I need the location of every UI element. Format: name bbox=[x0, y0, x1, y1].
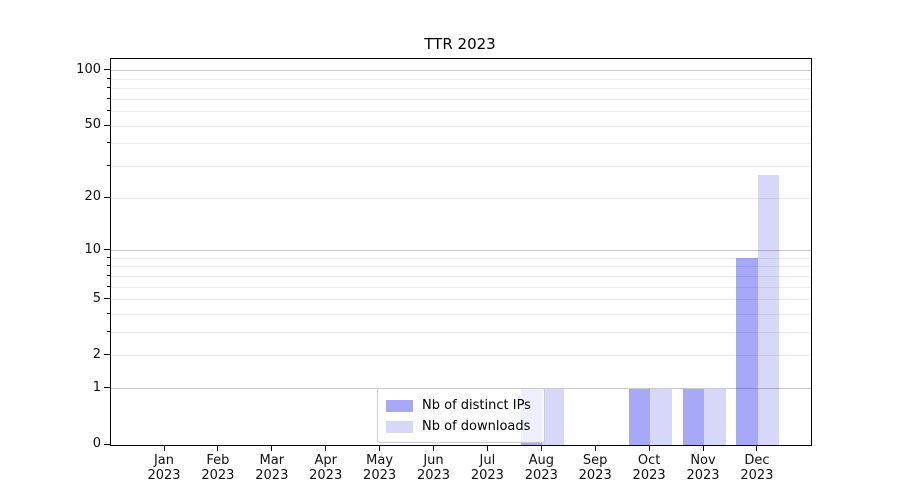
y-gridline-minor bbox=[111, 111, 811, 113]
x-tick-label: Jan 2023 bbox=[147, 453, 181, 483]
x-tick-label: Nov 2023 bbox=[686, 453, 720, 483]
y-tick-mark bbox=[104, 443, 110, 445]
x-tick-label: Jun 2023 bbox=[416, 453, 451, 483]
x-tick-label: Mar 2023 bbox=[255, 453, 289, 483]
y-tick-label: 2 bbox=[92, 346, 101, 362]
x-tick-mark bbox=[702, 445, 704, 451]
y-minor-tick-mark bbox=[107, 265, 110, 267]
bar-nb-of-downloads-oct-2023 bbox=[650, 388, 672, 445]
bar-nb-of-distinct-ips-nov-2023 bbox=[682, 388, 704, 445]
legend-item-distinct-ips: Nb of distinct IPs bbox=[386, 395, 536, 416]
bar-nb-of-downloads-nov-2023 bbox=[704, 388, 726, 445]
y-gridline-minor bbox=[111, 314, 811, 316]
x-tick-mark bbox=[540, 445, 542, 451]
x-tick-label: Aug 2023 bbox=[524, 453, 558, 483]
x-tick-mark bbox=[433, 445, 434, 451]
x-tick-mark bbox=[271, 445, 273, 451]
y-tick-label: 1 bbox=[92, 379, 101, 395]
y-gridline-major bbox=[111, 70, 811, 72]
y-minor-tick-mark bbox=[107, 142, 110, 144]
x-tick-label: Jul 2023 bbox=[470, 453, 504, 483]
x-tick-label: Dec 2023 bbox=[740, 453, 774, 483]
y-minor-tick-mark bbox=[107, 196, 110, 198]
legend-label-distinct-ips: Nb of distinct IPs bbox=[422, 398, 531, 413]
chart-title: TTR 2023 bbox=[424, 35, 496, 53]
y-tick-label: 10 bbox=[84, 241, 101, 257]
y-gridline-major bbox=[111, 250, 811, 252]
x-tick-label: Oct 2023 bbox=[632, 453, 666, 483]
y-tick-label: 0 bbox=[92, 436, 101, 451]
x-tick-mark bbox=[648, 445, 650, 451]
x-tick-label: May 2023 bbox=[363, 453, 397, 483]
x-tick-mark bbox=[486, 445, 488, 451]
y-gridline-minor bbox=[111, 332, 811, 334]
y-minor-tick-mark bbox=[107, 165, 110, 167]
y-gridline-minor bbox=[111, 143, 811, 145]
x-tick-mark bbox=[756, 445, 758, 451]
y-minor-tick-mark bbox=[107, 77, 110, 79]
bar-nb-of-downloads-aug-2023 bbox=[542, 388, 564, 445]
y-minor-tick-mark bbox=[107, 124, 110, 126]
x-tick-mark bbox=[163, 445, 165, 451]
y-minor-tick-mark bbox=[107, 298, 110, 300]
y-gridline-minor bbox=[111, 275, 811, 277]
y-gridline-minor bbox=[111, 286, 811, 288]
y-minor-tick-mark bbox=[107, 110, 110, 112]
y-gridline-minor bbox=[111, 266, 811, 268]
x-tick-mark bbox=[217, 445, 219, 451]
y-minor-tick-mark bbox=[107, 313, 110, 315]
y-minor-tick-mark bbox=[107, 97, 110, 99]
x-tick-label: Feb 2023 bbox=[201, 453, 235, 483]
y-minor-tick-mark bbox=[107, 256, 110, 258]
y-gridline-minor bbox=[111, 355, 811, 357]
y-gridline-minor bbox=[111, 88, 811, 90]
y-gridline-minor bbox=[111, 166, 811, 168]
bar-nb-of-distinct-ips-dec-2023 bbox=[736, 258, 758, 445]
x-tick-mark bbox=[379, 445, 381, 451]
y-tick-label: 20 bbox=[84, 189, 101, 205]
y-tick-label: 100 bbox=[76, 61, 101, 77]
y-minor-tick-mark bbox=[107, 285, 110, 287]
x-tick-label: Apr 2023 bbox=[309, 453, 343, 483]
y-tick-mark bbox=[104, 69, 110, 71]
plot-area: Nb of distinct IPs Nb of downloads bbox=[110, 58, 812, 446]
y-tick-mark bbox=[104, 387, 110, 389]
bars-layer bbox=[111, 59, 811, 445]
x-tick-label: Sep 2023 bbox=[578, 453, 612, 483]
x-tick-mark bbox=[325, 445, 327, 451]
y-gridline-minor bbox=[111, 98, 811, 100]
bar-nb-of-downloads-dec-2023 bbox=[757, 174, 780, 445]
x-tick-mark bbox=[594, 445, 596, 451]
bar-nb-of-distinct-ips-oct-2023 bbox=[628, 388, 651, 445]
legend-label-downloads: Nb of downloads bbox=[422, 419, 531, 434]
y-tick-label: 50 bbox=[84, 117, 101, 133]
legend-item-downloads: Nb of downloads bbox=[386, 416, 536, 437]
y-gridline-minor bbox=[111, 197, 811, 199]
y-gridline-minor bbox=[111, 125, 811, 127]
y-tick-label: 5 bbox=[92, 290, 101, 306]
legend-swatch-distinct-ips bbox=[386, 399, 413, 412]
y-minor-tick-mark bbox=[107, 354, 110, 356]
y-tick-mark bbox=[104, 249, 110, 251]
y-minor-tick-mark bbox=[107, 274, 110, 276]
y-minor-tick-mark bbox=[107, 87, 110, 89]
y-gridline-minor bbox=[111, 299, 811, 301]
legend-swatch-downloads bbox=[386, 420, 413, 433]
legend: Nb of distinct IPs Nb of downloads bbox=[377, 388, 545, 443]
y-gridline-minor bbox=[111, 257, 811, 259]
y-minor-tick-mark bbox=[107, 331, 110, 333]
y-gridline-minor bbox=[111, 78, 811, 80]
